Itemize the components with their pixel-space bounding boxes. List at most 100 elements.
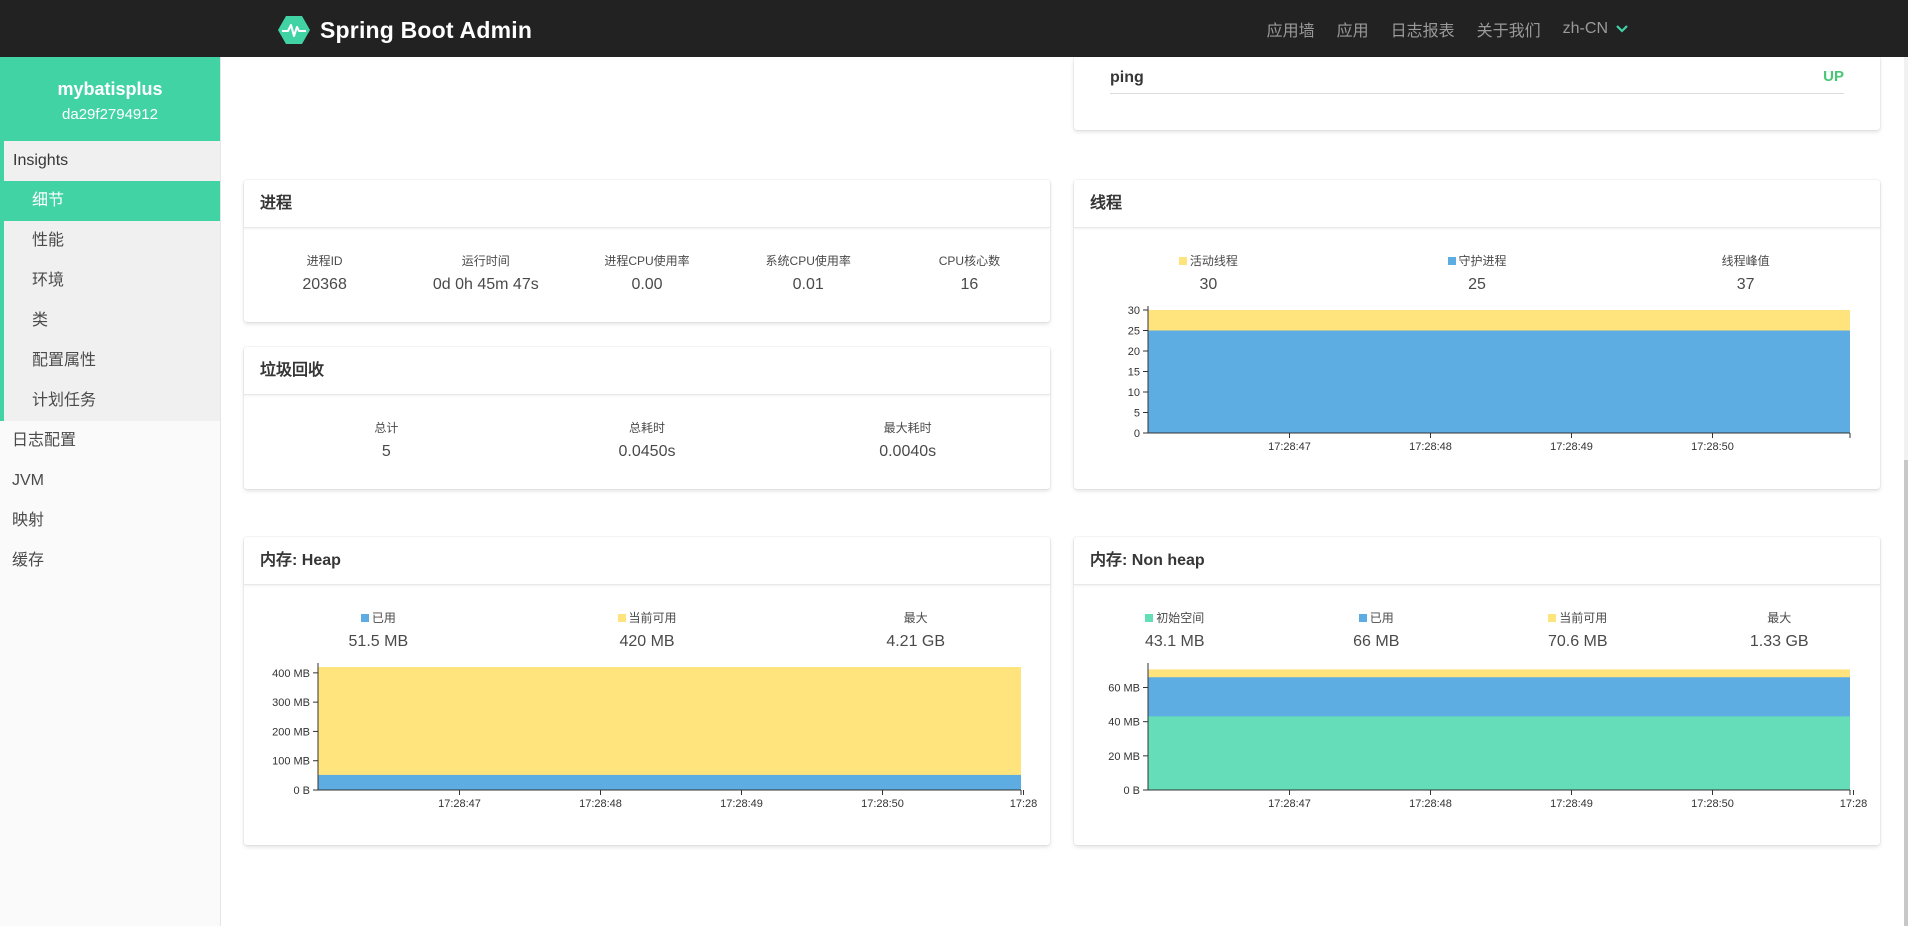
legend-swatch [1548, 614, 1557, 622]
stat-label: 初始空间 [1074, 609, 1276, 627]
legend-label: 守护进程 [1458, 254, 1507, 268]
sidebar-item-beans[interactable]: 类 [32, 312, 49, 329]
heartbeat-logo-icon [278, 16, 310, 44]
y-tick-label: 100 MB [272, 756, 310, 768]
y-tick-label: 15 [1128, 367, 1140, 379]
nav-links: 应用墙 应用 日志报表 关于我们 zh-CN [1245, 0, 1628, 57]
language-label: zh-CN [1562, 19, 1608, 37]
stat-heap-used: 已用 51.5 MB [244, 609, 513, 651]
threads-card-title: 线程 [1074, 180, 1880, 228]
heap-card-title: 内存: Heap [244, 537, 1050, 585]
x-tick-label: 17:28:49 [720, 798, 763, 810]
sidebar-group-insights: Insights 细节 性能 环境 类 配置属性 计划任务 [0, 141, 220, 421]
stat-value: 4.21 GB [886, 633, 946, 650]
heap-card: 内存: Heap 已用 51.5 MB 当前可用 420 MB 最大 4.21 … [244, 537, 1050, 845]
stat-value: 0d 0h 45m 47s [432, 276, 539, 293]
health-row-ping: ping UP [1110, 63, 1844, 94]
sidebar-item-insights[interactable]: Insights [13, 152, 69, 169]
chevron-down-icon [1616, 24, 1628, 33]
legend-swatch [1358, 614, 1367, 622]
stat-nonheap-used: 已用 66 MB [1276, 609, 1478, 651]
stat-value: 43.1 MB [1144, 633, 1205, 650]
area-series-已用 [318, 774, 1021, 790]
legend-label: 活动线程 [1189, 254, 1238, 268]
sidebar-item-caches[interactable]: 缓存 [12, 552, 45, 569]
stat-value: 0.0450s [618, 443, 676, 460]
stat-label: 已用 [1276, 609, 1478, 627]
stat-label: 活动线程 [1074, 252, 1343, 270]
stat-label: 总计 [374, 421, 399, 435]
stat-gc-count: 总计 5 [256, 419, 517, 461]
legend-label: 已用 [1369, 611, 1394, 625]
stat-label: 最大 [903, 611, 928, 625]
language-selector[interactable]: zh-CN [1563, 20, 1628, 38]
area-series-守护进程 [1148, 330, 1850, 433]
stat-process-id: 进程ID 20368 [244, 252, 405, 294]
sidebar-item-details[interactable]: 细节 [4, 181, 220, 221]
nonheap-card: 内存: Non heap 初始空间 43.1 MB 已用 66 MB 当前可用 … [1074, 537, 1880, 845]
x-tick-label: 17:28:49 [1550, 441, 1593, 453]
sidebar-item-jvm[interactable]: JVM [12, 472, 44, 489]
process-stats: 进程ID 20368 运行时间 0d 0h 45m 47s 进程CPU使用率 0… [244, 252, 1050, 294]
nav-link-journal[interactable]: 日志报表 [1390, 22, 1455, 40]
sidebar-item-metrics[interactable]: 性能 [32, 232, 65, 249]
health-name: ping [1110, 69, 1144, 86]
x-tick-label: 17:28:50 [1691, 441, 1734, 453]
stat-value: 0.0040s [879, 443, 937, 460]
top-navbar: Spring Boot Admin 应用墙 应用 日志报表 关于我们 zh-CN [0, 0, 1908, 57]
stat-value: 0.00 [631, 276, 663, 293]
stat-peak-threads: 线程峰值 37 [1611, 252, 1880, 294]
application-name: mybatisplus [57, 79, 163, 99]
stat-cpu-cores: CPU核心数 16 [889, 252, 1050, 294]
nav-link-about[interactable]: 关于我们 [1476, 22, 1541, 40]
health-status-badge: UP [1823, 68, 1844, 85]
sidebar-item-environment[interactable]: 环境 [32, 272, 65, 289]
stat-uptime: 运行时间 0d 0h 45m 47s [405, 252, 566, 294]
stat-label: 进程ID [306, 254, 343, 268]
stat-label: 最大耗时 [883, 421, 932, 435]
stat-nonheap-init: 初始空间 43.1 MB [1074, 609, 1276, 651]
brand[interactable]: Spring Boot Admin [278, 14, 532, 46]
stat-value: 20368 [302, 276, 347, 293]
legend-label: 初始空间 [1156, 611, 1205, 625]
legend-swatch [360, 614, 369, 622]
y-tick-label: 20 [1128, 346, 1140, 358]
heap-chart: 0 B 100 MB 200 MB 300 MB 400 MB 17:28:47 17:28… [272, 663, 1038, 810]
stat-value: 25 [1468, 276, 1486, 293]
gc-stats: 总计 5 总耗时 0.0450s 最大耗时 0.0040s [256, 419, 1038, 461]
stat-label: 当前可用 [513, 609, 782, 627]
stat-value: 420 MB [619, 633, 675, 650]
y-tick-label: 5 [1134, 408, 1140, 420]
legend-swatch [617, 614, 626, 622]
x-tick-label: 17:28:47 [438, 798, 481, 810]
x-tick-label: 17:28:47 [1268, 441, 1311, 453]
stat-value: 1.33 GB [1749, 633, 1809, 650]
stat-heap-max: 最大 4.21 GB [781, 609, 1050, 651]
x-tick-label: 17:28 [1010, 798, 1038, 810]
process-card: 进程 进程ID 20368 运行时间 0d 0h 45m 47s 进程CPU使用… [244, 180, 1050, 322]
instance-header: mybatisplus da29f2794912 [0, 57, 220, 141]
sidebar-item-config-props[interactable]: 配置属性 [32, 352, 97, 369]
stat-live-threads: 活动线程 30 [1074, 252, 1343, 294]
threads-stats: 活动线程 30 守护进程 25 线程峰值 37 [1074, 252, 1880, 294]
nav-link-applications[interactable]: 应用 [1336, 22, 1369, 40]
x-tick-label: 17:28:48 [579, 798, 622, 810]
area-series-初始空间 [1148, 716, 1850, 790]
sidebar-item-scheduled-tasks[interactable]: 计划任务 [32, 392, 97, 409]
sidebar-item-mappings[interactable]: 映射 [12, 512, 45, 529]
legend-swatch [1447, 257, 1456, 265]
x-tick-label: 17:28:50 [1691, 798, 1734, 810]
scrollbar-thumb[interactable] [1904, 460, 1908, 926]
stat-label: 进程CPU使用率 [604, 254, 690, 268]
stat-label: 守护进程 [1343, 252, 1612, 270]
stat-nonheap-max: 最大 1.33 GB [1679, 609, 1881, 651]
heap-stats: 已用 51.5 MB 当前可用 420 MB 最大 4.21 GB [244, 609, 1050, 651]
stat-value: 30 [1199, 276, 1218, 293]
process-card-title: 进程 [244, 180, 1050, 228]
nav-link-wallboard[interactable]: 应用墙 [1266, 22, 1315, 40]
stat-label: 系统CPU使用率 [765, 254, 851, 268]
sidebar-item-loggers[interactable]: 日志配置 [12, 432, 77, 449]
stat-label: 最大 [1767, 611, 1792, 625]
y-tick-label: 0 B [293, 785, 310, 797]
nonheap-stats: 初始空间 43.1 MB 已用 66 MB 当前可用 70.6 MB 最大 1.… [1074, 609, 1880, 651]
